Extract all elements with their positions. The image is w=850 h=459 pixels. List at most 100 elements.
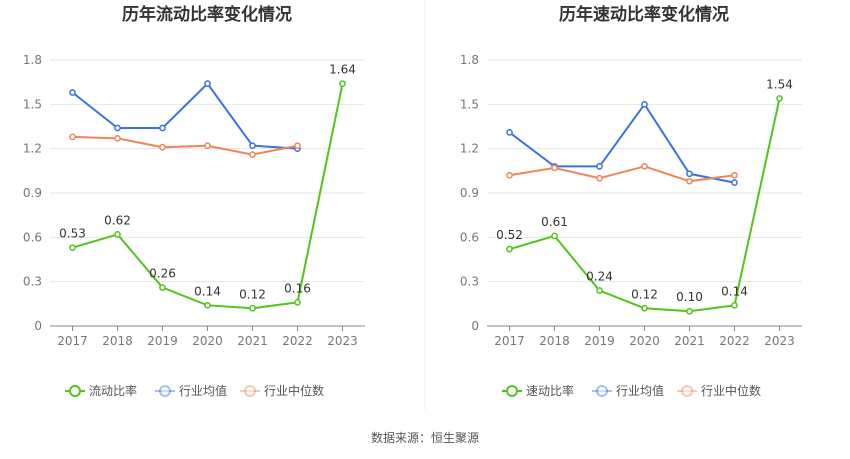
- y-tick-label: 1.5: [460, 97, 479, 111]
- legend-label: 行业均值: [179, 383, 227, 398]
- data-point: [294, 299, 301, 306]
- series-line-3: [72, 135, 298, 156]
- legend-marker: [159, 385, 171, 397]
- data-point: [114, 231, 121, 238]
- data-label: 1.54: [766, 77, 793, 91]
- data-point: [596, 174, 603, 182]
- data-point: [204, 142, 211, 150]
- data-point: [159, 284, 166, 291]
- data-point: [114, 124, 121, 132]
- x-tick-label: 2021: [237, 334, 268, 348]
- data-point: [506, 171, 513, 179]
- legend-item-3: 行业中位数: [677, 383, 761, 398]
- series-line-1: [72, 83, 344, 310]
- chart-panel-2: 历年速动比率变化情况 0 0.3 0.6 0.9 1.2 1.5 1.8 2017 2018 201…: [460, 4, 802, 398]
- data-point: [249, 151, 256, 158]
- data-point: [69, 89, 76, 96]
- y-tick-label: 0.9: [23, 186, 42, 200]
- data-point: [641, 304, 648, 312]
- data-point: [776, 95, 783, 102]
- y-tick-label: 0.9: [460, 186, 479, 200]
- data-label: 0.12: [239, 287, 266, 301]
- y-tick-label: 0: [471, 319, 479, 333]
- data-label: 0.10: [676, 290, 703, 304]
- x-tick-label: 2022: [282, 334, 313, 348]
- x-tick-label: 2019: [584, 334, 615, 348]
- data-label: 0.16: [284, 281, 311, 295]
- y-tick-label: 1.2: [23, 142, 42, 156]
- data-point: [506, 245, 513, 253]
- data-point: [159, 143, 166, 151]
- source-note: 数据来源：恒生聚源: [371, 430, 479, 445]
- x-tick-label: 2018: [102, 334, 133, 348]
- series-line-2: [508, 102, 735, 184]
- legend-item-2: 行业均值: [155, 383, 227, 398]
- y-tick-label: 0.3: [460, 275, 479, 289]
- legend-label: 速动比率: [526, 383, 574, 398]
- x-tick-label: 2022: [719, 334, 750, 348]
- data-point: [506, 129, 513, 136]
- data-label: 0.12: [631, 287, 658, 301]
- legend-marker: [244, 385, 256, 397]
- data-point: [551, 232, 558, 240]
- y-tick-label: 0.6: [23, 230, 42, 244]
- chart-panel-1: 历年流动比率变化情况 0 0.3 0.6 0.9 1.2 1.5 1.8 2017 2018 201…: [23, 4, 365, 398]
- data-point: [686, 307, 693, 315]
- y-tick-label: 1.5: [23, 97, 42, 111]
- legend-label: 行业均值: [616, 383, 664, 398]
- data-point: [159, 124, 166, 132]
- data-point: [339, 80, 346, 87]
- chart-title: 历年流动比率变化情况: [122, 4, 292, 25]
- data-point: [596, 163, 603, 170]
- x-tick-label: 2020: [192, 334, 223, 348]
- data-label: 0.26: [149, 267, 176, 281]
- x-tick-label: 2021: [674, 334, 705, 348]
- data-point: [731, 301, 738, 309]
- data-point: [294, 142, 301, 150]
- legend-item-3: 行业中位数: [240, 383, 324, 398]
- data-point: [249, 142, 256, 150]
- x-tick-label: 2023: [764, 334, 795, 348]
- legend-item-1: 速动比率: [502, 383, 574, 398]
- legend-label: 流动比率: [89, 383, 137, 398]
- x-tick-label: 2018: [539, 334, 570, 348]
- data-point: [641, 163, 648, 170]
- chart-title: 历年速动比率变化情况: [559, 4, 729, 25]
- data-point: [686, 170, 693, 178]
- y-tick-label: 1.2: [460, 142, 479, 156]
- y-tick-label: 1.8: [460, 53, 479, 67]
- data-point: [641, 100, 648, 108]
- y-tick-label: 0.6: [460, 230, 479, 244]
- data-point: [69, 133, 76, 141]
- x-tick-label: 2017: [494, 334, 525, 348]
- data-point: [204, 80, 211, 87]
- data-label: 0.14: [194, 284, 221, 298]
- legend-marker: [69, 385, 81, 397]
- series-line-2: [71, 82, 298, 150]
- legend-item-2: 行业均值: [592, 383, 664, 398]
- data-label: 0.61: [541, 215, 568, 229]
- data-point: [731, 171, 738, 179]
- x-tick-label: 2019: [147, 334, 178, 348]
- data-label: 1.64: [329, 63, 356, 77]
- data-point: [249, 304, 256, 312]
- data-point: [596, 287, 603, 294]
- data-point: [69, 244, 76, 252]
- data-label: 0.62: [104, 213, 131, 227]
- legend-marker: [681, 385, 693, 397]
- data-label: 0.52: [496, 228, 523, 242]
- data-label: 0.53: [59, 227, 86, 241]
- legend-label: 行业中位数: [701, 383, 761, 398]
- y-tick-label: 0.3: [23, 275, 42, 289]
- x-tick-label: 2017: [57, 334, 88, 348]
- data-label: 0.14: [721, 284, 748, 298]
- data-label: 0.24: [586, 270, 613, 284]
- x-tick-label: 2023: [327, 334, 358, 348]
- legend-item-1: 流动比率: [65, 383, 137, 398]
- x-tick-label: 2020: [629, 334, 660, 348]
- data-point: [731, 179, 738, 187]
- series-line-1: [509, 98, 781, 313]
- data-point: [204, 301, 211, 309]
